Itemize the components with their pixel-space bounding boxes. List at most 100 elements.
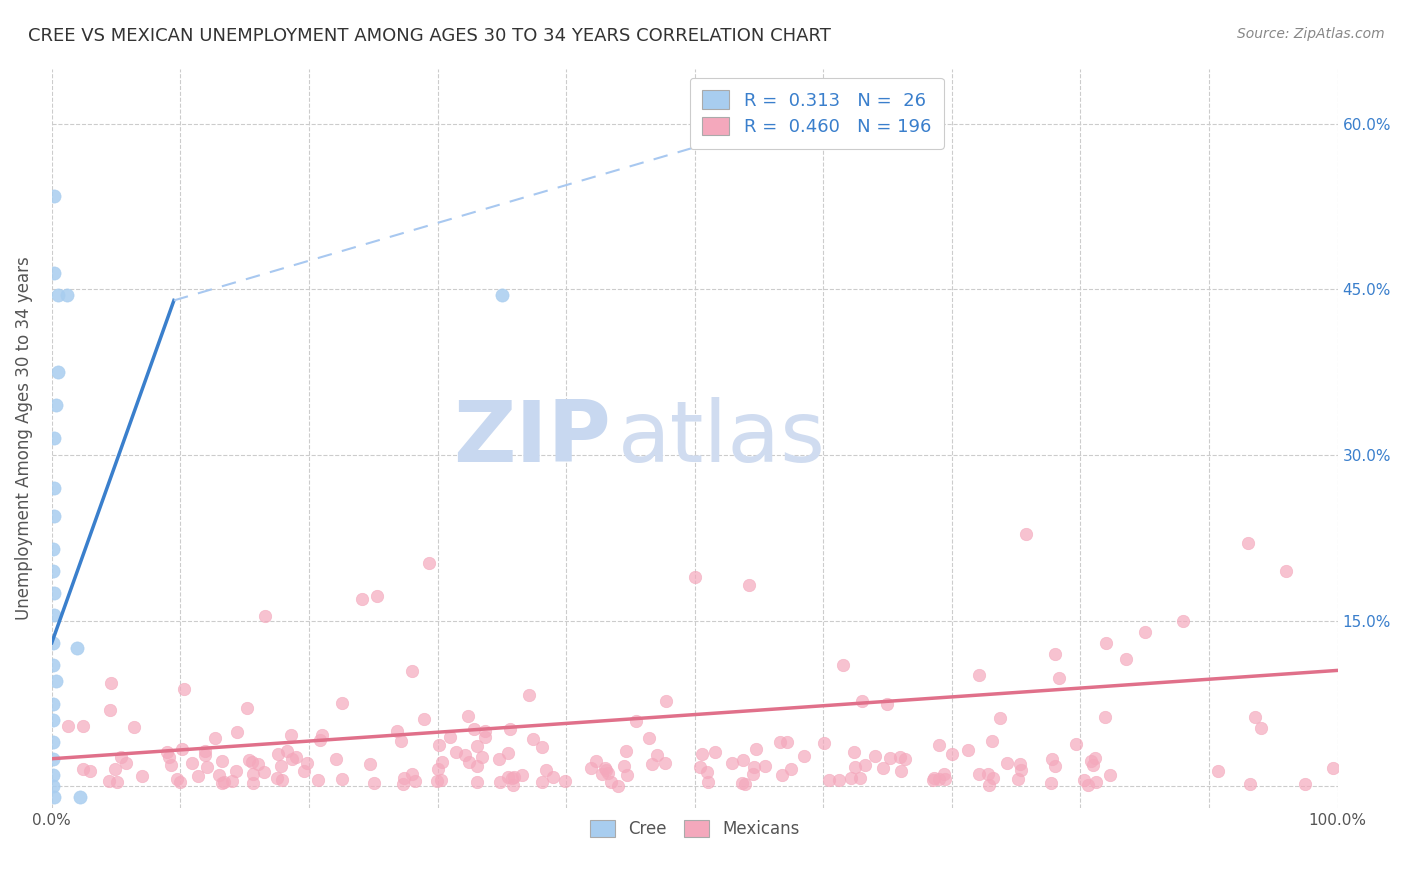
Point bbox=[585, 754, 607, 768]
Point bbox=[156, 745, 179, 759]
Point bbox=[56, 288, 79, 302]
Point bbox=[531, 775, 554, 789]
Point bbox=[498, 722, 520, 736]
Point bbox=[928, 738, 950, 752]
Point bbox=[330, 696, 353, 710]
Point bbox=[44, 586, 66, 600]
Point bbox=[100, 675, 122, 690]
Text: atlas: atlas bbox=[617, 397, 825, 480]
Point bbox=[292, 764, 315, 778]
Point bbox=[131, 769, 153, 783]
Point bbox=[849, 771, 872, 785]
Point bbox=[995, 756, 1018, 770]
Point bbox=[211, 775, 233, 789]
Point bbox=[465, 775, 488, 789]
Point bbox=[79, 764, 101, 778]
Point bbox=[413, 712, 436, 726]
Point bbox=[501, 771, 523, 785]
Point bbox=[1094, 710, 1116, 724]
Point bbox=[242, 767, 264, 781]
Point bbox=[122, 720, 145, 734]
Point bbox=[42, 752, 65, 766]
Point bbox=[285, 749, 308, 764]
Point bbox=[69, 790, 91, 805]
Point bbox=[922, 771, 945, 785]
Point bbox=[839, 771, 862, 785]
Point bbox=[530, 739, 553, 754]
Point bbox=[1043, 647, 1066, 661]
Point bbox=[522, 731, 544, 746]
Point bbox=[1073, 772, 1095, 787]
Point bbox=[267, 747, 290, 761]
Point bbox=[46, 288, 69, 302]
Point bbox=[818, 772, 841, 787]
Point bbox=[42, 541, 65, 556]
Point bbox=[105, 775, 128, 789]
Point bbox=[45, 674, 67, 689]
Point bbox=[488, 752, 510, 766]
Point bbox=[392, 771, 415, 785]
Point bbox=[238, 752, 260, 766]
Point bbox=[311, 728, 333, 742]
Point bbox=[1043, 759, 1066, 773]
Point bbox=[330, 772, 353, 787]
Point bbox=[350, 591, 373, 606]
Point bbox=[72, 762, 94, 776]
Point bbox=[45, 398, 67, 412]
Point bbox=[1015, 527, 1038, 541]
Point bbox=[1208, 764, 1230, 779]
Point bbox=[776, 735, 799, 749]
Point bbox=[742, 760, 765, 774]
Point bbox=[876, 698, 898, 712]
Point bbox=[240, 755, 263, 769]
Point bbox=[828, 772, 851, 787]
Point bbox=[844, 760, 866, 774]
Point bbox=[496, 770, 519, 784]
Point bbox=[242, 776, 264, 790]
Point bbox=[742, 766, 765, 780]
Point bbox=[957, 743, 980, 757]
Point bbox=[1239, 777, 1261, 791]
Point bbox=[890, 764, 912, 778]
Point bbox=[44, 266, 66, 280]
Point bbox=[754, 759, 776, 773]
Point bbox=[655, 694, 678, 708]
Point bbox=[1275, 564, 1298, 578]
Point bbox=[967, 668, 990, 682]
Point bbox=[596, 766, 619, 780]
Point bbox=[308, 733, 330, 747]
Point bbox=[579, 761, 602, 775]
Point bbox=[430, 773, 453, 788]
Point bbox=[1010, 764, 1032, 778]
Point bbox=[1115, 651, 1137, 665]
Point bbox=[591, 767, 613, 781]
Point bbox=[418, 556, 440, 570]
Point bbox=[44, 608, 66, 623]
Point bbox=[426, 762, 449, 776]
Point bbox=[1244, 710, 1267, 724]
Point bbox=[221, 774, 243, 789]
Point bbox=[613, 759, 636, 773]
Point bbox=[616, 768, 638, 782]
Point bbox=[42, 564, 65, 578]
Point bbox=[44, 188, 66, 202]
Point bbox=[359, 756, 381, 771]
Point bbox=[1085, 775, 1108, 789]
Point bbox=[1133, 624, 1156, 639]
Point bbox=[212, 775, 235, 789]
Point bbox=[1080, 754, 1102, 768]
Point bbox=[683, 569, 706, 583]
Point bbox=[44, 481, 66, 495]
Point bbox=[889, 750, 911, 764]
Point bbox=[928, 772, 950, 786]
Point bbox=[280, 728, 302, 742]
Point bbox=[853, 757, 876, 772]
Point bbox=[496, 746, 519, 760]
Point bbox=[768, 735, 790, 749]
Point bbox=[517, 688, 540, 702]
Point bbox=[1040, 752, 1063, 766]
Point bbox=[1294, 777, 1316, 791]
Point bbox=[988, 711, 1011, 725]
Point bbox=[281, 752, 304, 766]
Point bbox=[689, 760, 711, 774]
